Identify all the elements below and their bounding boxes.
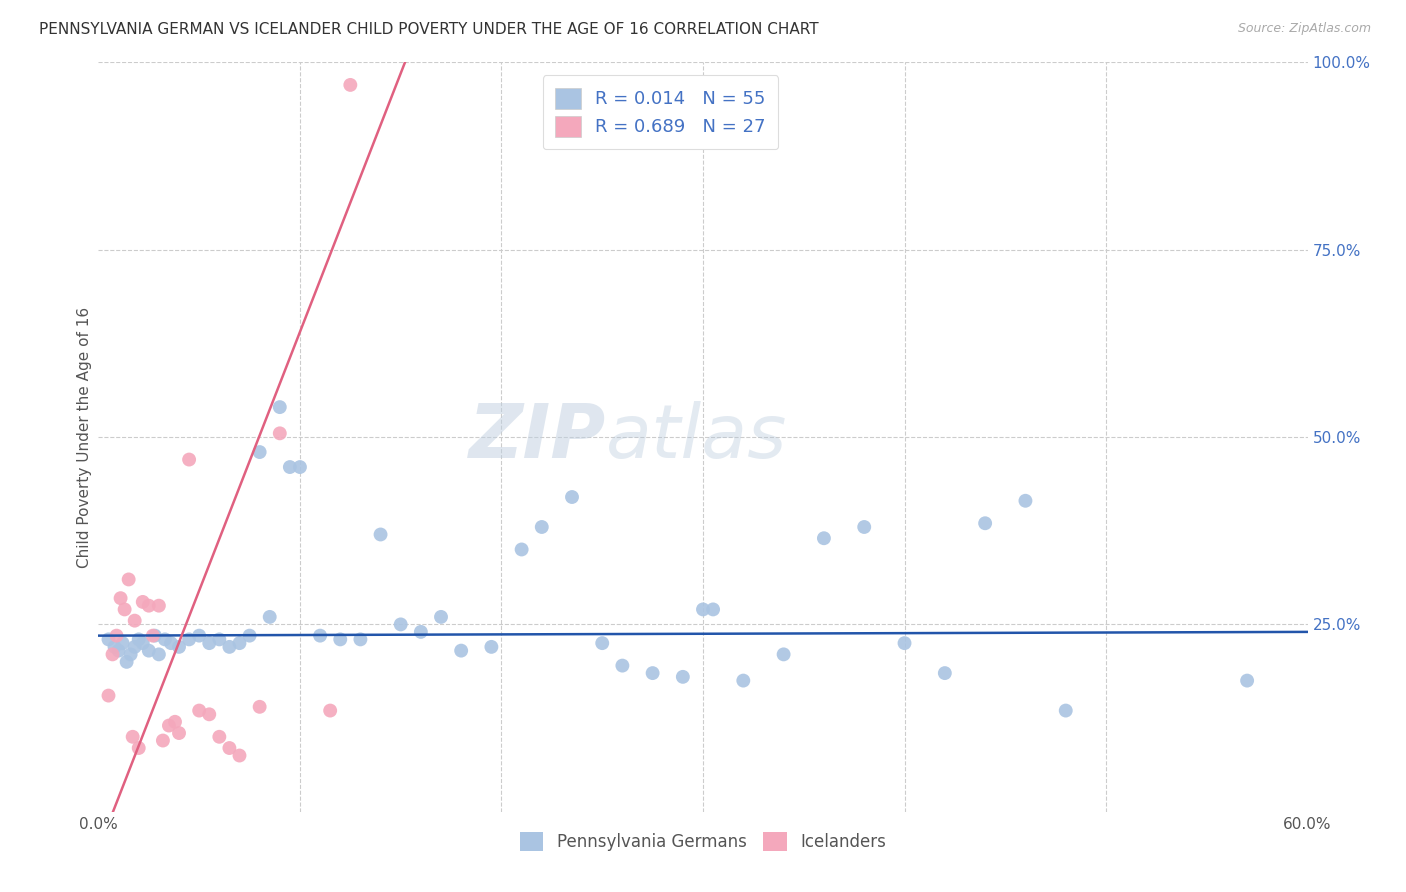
- Point: [409, 624, 432, 639]
- Point: [120, 648, 142, 662]
- Point: [893, 636, 915, 650]
- Point: [370, 527, 392, 541]
- Point: [612, 658, 634, 673]
- Point: [249, 699, 271, 714]
- Point: [132, 595, 155, 609]
- Point: [97, 632, 120, 647]
- Point: [115, 655, 138, 669]
- Point: [853, 520, 876, 534]
- Point: [319, 704, 342, 718]
- Point: [591, 636, 613, 650]
- Point: [124, 640, 146, 654]
- Point: [672, 670, 695, 684]
- Point: [128, 741, 150, 756]
- Point: [530, 520, 553, 534]
- Point: [143, 629, 166, 643]
- Point: [934, 666, 956, 681]
- Point: [167, 726, 190, 740]
- Point: [259, 610, 281, 624]
- Point: [641, 666, 664, 681]
- Point: [228, 636, 250, 650]
- Point: [157, 718, 180, 732]
- Point: [561, 490, 583, 504]
- Text: atlas: atlas: [606, 401, 787, 473]
- Point: [389, 617, 412, 632]
- Point: [198, 707, 221, 722]
- Point: [103, 640, 125, 654]
- Point: [153, 632, 176, 647]
- Point: [110, 591, 132, 606]
- Point: [124, 614, 146, 628]
- Point: [97, 689, 120, 703]
- Point: [339, 78, 361, 92]
- Point: [179, 632, 201, 647]
- Text: PENNSYLVANIA GERMAN VS ICELANDER CHILD POVERTY UNDER THE AGE OF 16 CORRELATION C: PENNSYLVANIA GERMAN VS ICELANDER CHILD P…: [39, 22, 818, 37]
- Point: [152, 733, 174, 747]
- Point: [218, 640, 240, 654]
- Point: [114, 602, 136, 616]
- Point: [179, 452, 201, 467]
- Point: [138, 599, 160, 613]
- Point: [208, 730, 231, 744]
- Point: [1014, 493, 1036, 508]
- Point: [163, 714, 186, 729]
- Point: [1054, 704, 1077, 718]
- Text: ZIP: ZIP: [470, 401, 606, 474]
- Point: [772, 648, 794, 662]
- Y-axis label: Child Poverty Under the Age of 16: Child Poverty Under the Age of 16: [77, 307, 91, 567]
- Point: [160, 636, 183, 650]
- Point: [1236, 673, 1258, 688]
- Point: [167, 640, 190, 654]
- Legend: Pennsylvania Germans, Icelanders: Pennsylvania Germans, Icelanders: [512, 823, 894, 860]
- Point: [481, 640, 503, 654]
- Point: [269, 400, 291, 414]
- Point: [349, 632, 371, 647]
- Point: [138, 643, 160, 657]
- Point: [148, 648, 170, 662]
- Point: [132, 636, 155, 650]
- Point: [107, 643, 129, 657]
- Point: [249, 445, 271, 459]
- Point: [269, 426, 291, 441]
- Point: [239, 629, 262, 643]
- Point: [198, 636, 221, 650]
- Point: [510, 542, 533, 557]
- Point: [692, 602, 714, 616]
- Point: [974, 516, 997, 531]
- Point: [188, 629, 211, 643]
- Point: [702, 602, 724, 616]
- Point: [450, 643, 472, 657]
- Point: [288, 460, 311, 475]
- Point: [278, 460, 301, 475]
- Point: [430, 610, 453, 624]
- Point: [128, 632, 150, 647]
- Point: [111, 636, 134, 650]
- Point: [118, 573, 141, 587]
- Point: [121, 730, 143, 744]
- Point: [228, 748, 250, 763]
- Point: [148, 599, 170, 613]
- Point: [329, 632, 352, 647]
- Point: [208, 632, 231, 647]
- Point: [105, 629, 128, 643]
- Point: [218, 741, 240, 756]
- Point: [733, 673, 755, 688]
- Point: [142, 629, 165, 643]
- Point: [309, 629, 332, 643]
- Point: [101, 648, 124, 662]
- Text: Source: ZipAtlas.com: Source: ZipAtlas.com: [1237, 22, 1371, 36]
- Point: [813, 531, 835, 545]
- Point: [188, 704, 211, 718]
